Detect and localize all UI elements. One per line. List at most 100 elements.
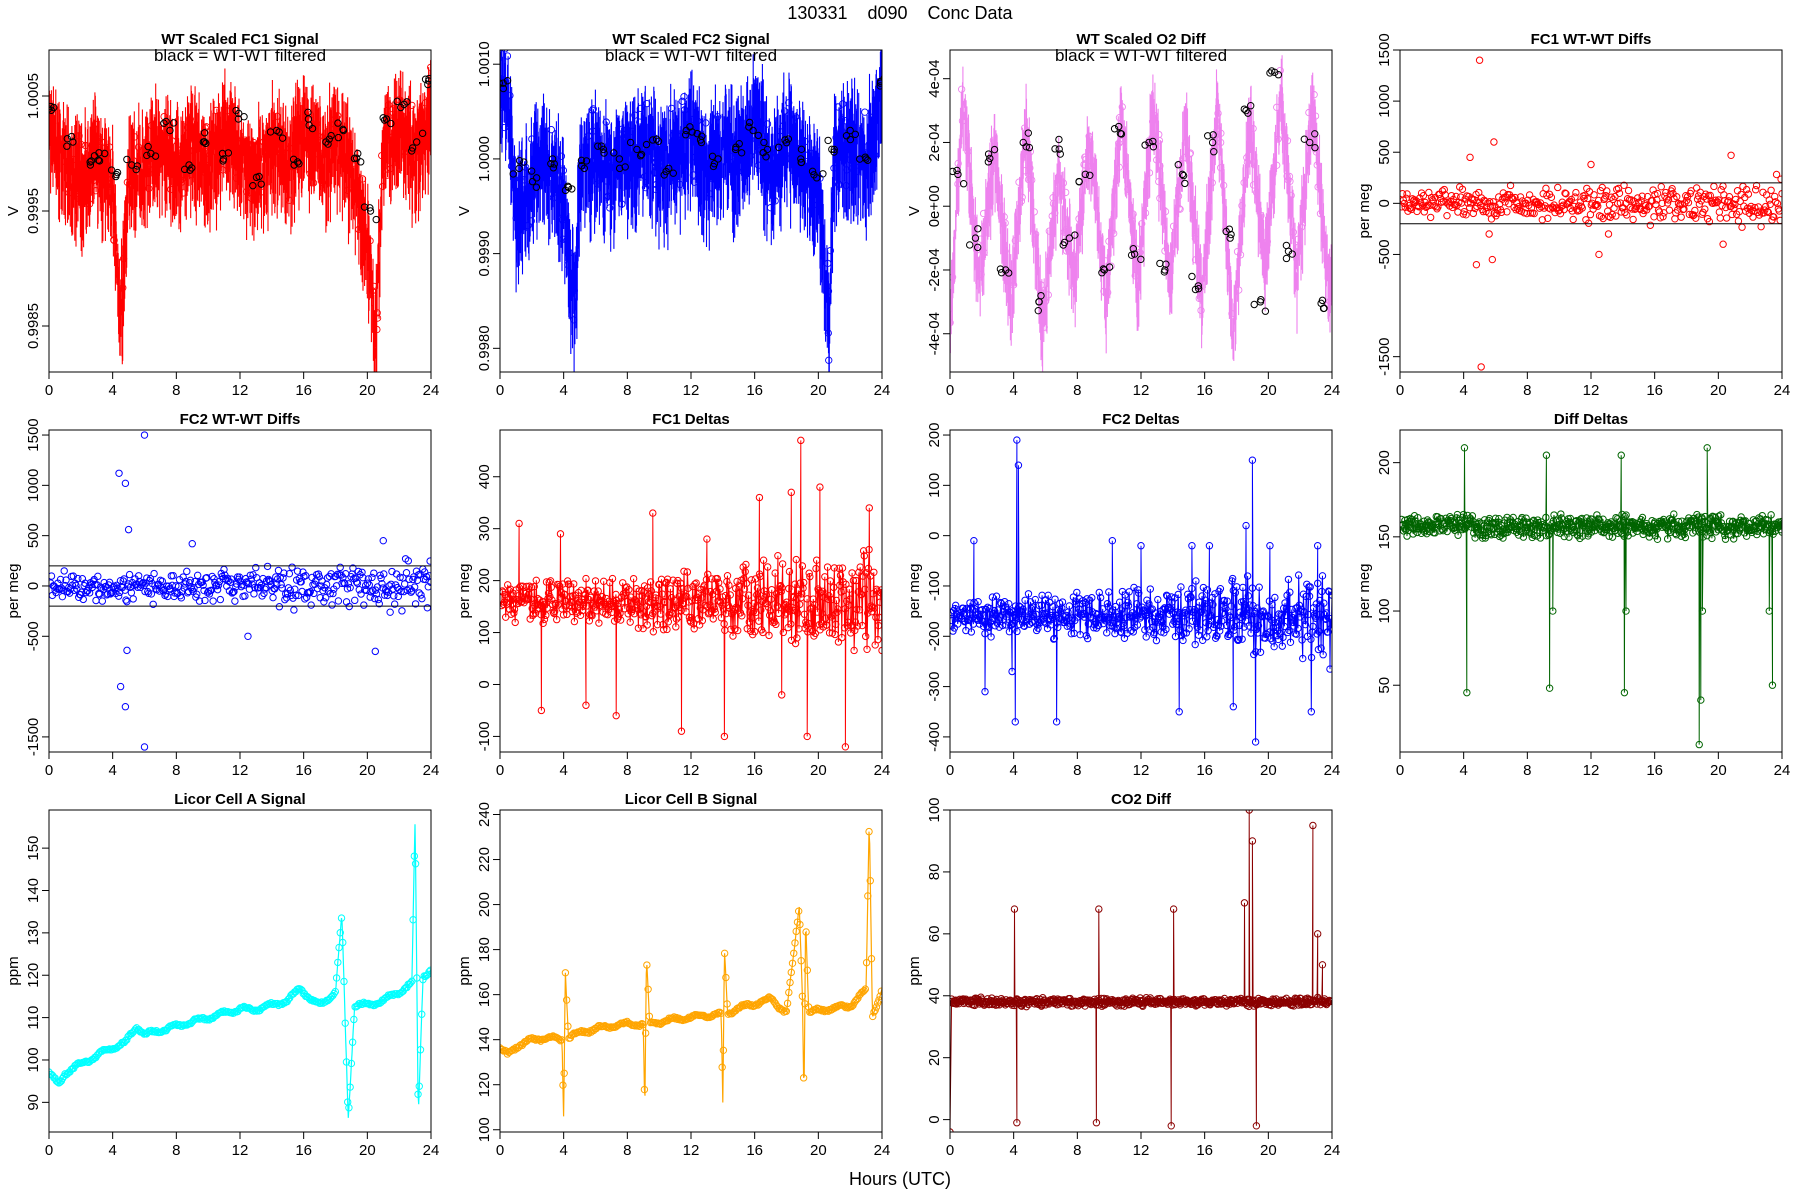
data-point [1092, 1119, 1101, 1127]
x-tick-label: 20 [810, 762, 827, 779]
data-point [698, 616, 707, 625]
data-point [808, 205, 816, 213]
data-point [1767, 511, 1775, 519]
data-point [1557, 510, 1565, 518]
data-point [1017, 615, 1026, 623]
data-point [91, 120, 99, 128]
data-point [950, 616, 956, 625]
data-point [232, 148, 240, 157]
data-point [872, 1003, 881, 1011]
data-point [415, 1082, 423, 1090]
data-point [803, 966, 812, 974]
data-point [755, 493, 764, 502]
data-point [1559, 201, 1567, 209]
data-point [1213, 615, 1222, 624]
data-point [386, 608, 394, 616]
data-point [106, 590, 115, 598]
data-point [1653, 535, 1662, 544]
outlier-point [1595, 250, 1603, 259]
data-point [1268, 601, 1276, 609]
filtered-point [808, 167, 817, 176]
data-point [1635, 204, 1644, 213]
y-tick-label: 100 [476, 620, 493, 645]
data-point [270, 145, 278, 153]
filtered-point [532, 183, 541, 191]
data-point [1668, 184, 1676, 193]
data-point [1759, 530, 1768, 538]
filtered-point [1257, 296, 1265, 304]
data-point [1458, 525, 1466, 534]
data-point [1665, 206, 1674, 214]
data-point [950, 273, 957, 281]
data-point [1462, 211, 1470, 219]
data-point [1772, 170, 1781, 179]
data-point [1192, 577, 1200, 585]
data-point [838, 633, 846, 642]
data-point [74, 574, 82, 583]
x-tick-label: 20 [1260, 1142, 1277, 1159]
data-point [747, 135, 755, 144]
data-point [1240, 899, 1249, 907]
data-point [1309, 622, 1317, 631]
data-point [1163, 592, 1172, 600]
data-point [209, 134, 217, 142]
data-point [1763, 207, 1772, 216]
data-point [791, 939, 799, 947]
data-point [228, 589, 236, 597]
outlier-point [140, 431, 149, 439]
y-tick-label: 140 [25, 878, 42, 903]
data-point [365, 581, 373, 589]
data-point [352, 578, 361, 586]
data-point [1207, 611, 1215, 620]
data-point [347, 1059, 356, 1068]
data-point [503, 52, 512, 60]
data-point [1289, 228, 1298, 236]
x-tick-label: 4 [1009, 1142, 1017, 1159]
data-point [1110, 229, 1118, 238]
data-point [639, 1020, 647, 1029]
data-point [1281, 599, 1289, 607]
data-point [1710, 182, 1718, 191]
data-point [1319, 651, 1327, 659]
data-point [261, 585, 269, 593]
data-point [1040, 323, 1048, 331]
data-point [780, 107, 789, 115]
x-tick-label: 16 [1196, 382, 1213, 399]
data-point [247, 575, 255, 583]
data-point [1764, 516, 1772, 525]
data-point [72, 183, 80, 192]
data-point [1548, 524, 1557, 532]
data-point [875, 996, 882, 1004]
data-point [1284, 176, 1292, 184]
data-point [199, 581, 207, 589]
data-point [1623, 211, 1631, 219]
data-point [157, 144, 165, 152]
data-point [1307, 635, 1315, 644]
data-point [407, 588, 415, 596]
data-point [1476, 201, 1485, 209]
data-point [1720, 527, 1728, 536]
data-point [1634, 524, 1642, 532]
data-point [787, 488, 795, 497]
data-point [835, 564, 843, 573]
data-point [1446, 513, 1454, 521]
data-point [638, 592, 647, 600]
data-point [1187, 593, 1195, 602]
data-point [1031, 230, 1040, 238]
data-point [294, 591, 303, 600]
data-point [1520, 529, 1528, 537]
data-point [1152, 636, 1161, 645]
data-point [1001, 247, 1009, 255]
data-point [1643, 192, 1652, 201]
data-point [634, 624, 643, 632]
filtered-point [113, 168, 122, 177]
data-point [1088, 167, 1096, 175]
data-point [631, 111, 639, 119]
data-point [238, 139, 246, 147]
data-point [568, 607, 577, 616]
data-point [1267, 634, 1275, 643]
data-point [1717, 511, 1725, 519]
data-point [875, 613, 882, 622]
data-point [1220, 596, 1229, 605]
data-point [854, 157, 862, 166]
